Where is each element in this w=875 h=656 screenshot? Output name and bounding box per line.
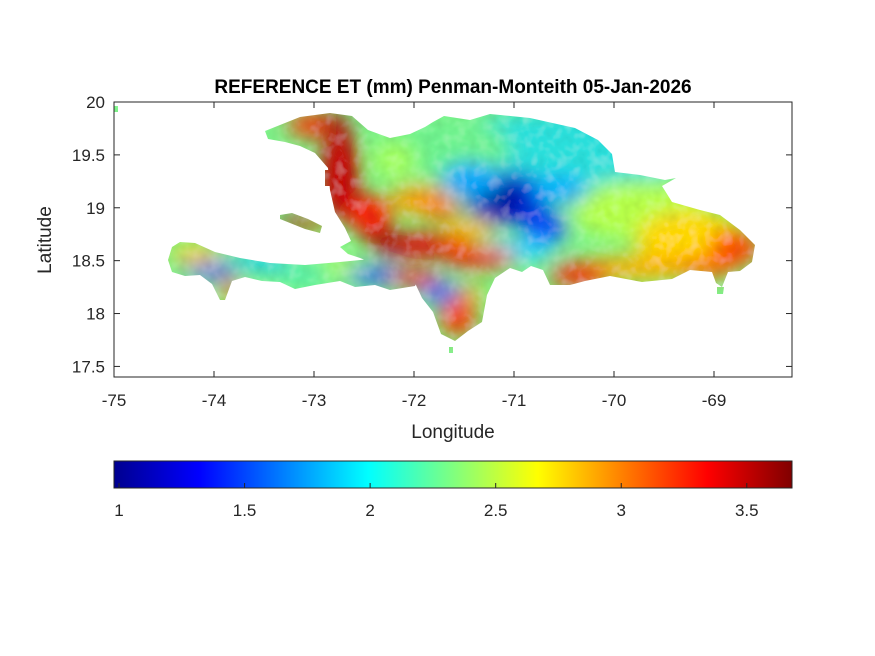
colorbar-tick-label: 2 [365, 501, 374, 520]
colorbar-tick-label: 1.5 [233, 501, 257, 520]
x-axis-ticks: -75 -74 -73 -72 -71 -70 -69 [102, 102, 727, 410]
y-tick-label: 19 [86, 199, 105, 218]
y-tick-label: 18 [86, 305, 105, 324]
x-tick-label: -73 [302, 391, 327, 410]
x-tick-label: -72 [402, 391, 427, 410]
x-tick-label: -69 [702, 391, 727, 410]
colorbar-tick-label: 1 [114, 501, 123, 520]
x-tick-label: -75 [102, 391, 127, 410]
y-tick-label: 19.5 [72, 146, 105, 165]
colorbar-tick-label: 3 [617, 501, 626, 520]
y-tick-label: 17.5 [72, 357, 105, 376]
map-title: REFERENCE ET (mm) Penman-Monteith 05-Jan… [214, 77, 691, 98]
colorbar-ticks: 1 1.5 2 2.5 3 3.5 [114, 483, 759, 520]
y-tick-label: 18.5 [72, 252, 105, 271]
axes-frame [113, 101, 793, 378]
x-tick-label: -71 [502, 391, 527, 410]
y-tick-label: 20 [86, 93, 105, 112]
x-axis-label: Longitude [411, 422, 494, 443]
y-axis-label: Latitude [35, 206, 56, 274]
colorbar-tick-label: 3.5 [735, 501, 759, 520]
y-axis-ticks: 17.5 18 18.5 19 19.5 20 [72, 93, 792, 376]
x-tick-label: -74 [202, 391, 227, 410]
colorbar [113, 460, 793, 489]
x-tick-label: -70 [602, 391, 627, 410]
colorbar-tick-label: 2.5 [484, 501, 508, 520]
